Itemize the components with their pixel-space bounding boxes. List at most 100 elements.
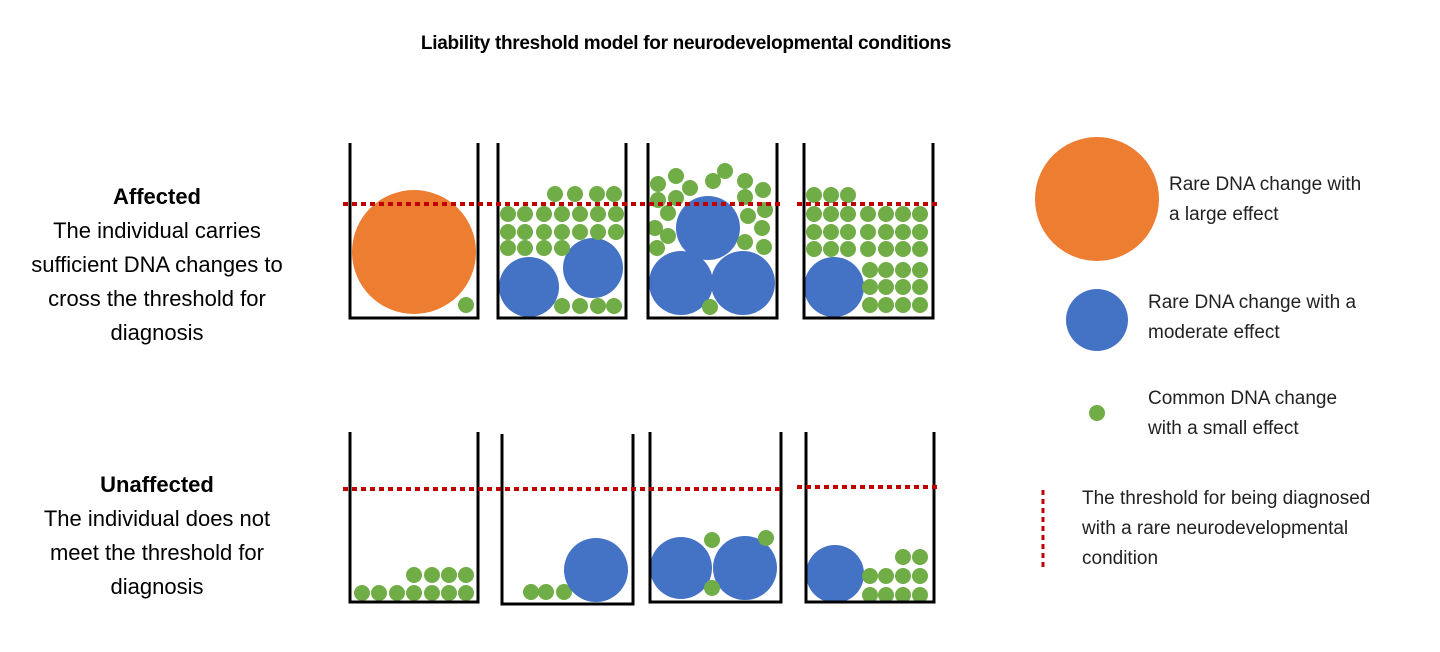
moderate-effect-circle: [564, 538, 628, 602]
small-effect-dot: [590, 206, 606, 222]
small-effect-dot: [567, 186, 583, 202]
moderate-effect-circle: [676, 196, 740, 260]
legend-moderate-effect-icon: [1066, 289, 1128, 351]
small-effect-dot: [536, 224, 552, 240]
container: [804, 432, 936, 604]
small-effect-dot: [523, 584, 539, 600]
moderate-effect-circle: [499, 257, 559, 317]
small-effect-dot: [371, 585, 387, 601]
diagram-title: Liability threshold model for neurodevel…: [420, 33, 952, 54]
small-effect-dot: [424, 585, 440, 601]
small-effect-dot: [878, 262, 894, 278]
small-effect-dot: [572, 224, 588, 240]
small-effect-dot: [705, 173, 721, 189]
small-effect-dot: [536, 240, 552, 256]
moderate-effect-circle: [804, 257, 864, 317]
affected-line: The individual carries: [53, 218, 261, 243]
unaffected-label: Unaffected The individual does not meet …: [0, 468, 314, 604]
small-effect-dot: [458, 567, 474, 583]
small-effect-dot: [862, 568, 878, 584]
affected-line: cross the threshold for: [48, 286, 266, 311]
small-effect-dot: [554, 224, 570, 240]
affected-heading: Affected: [112, 184, 201, 209]
moderate-effect-circle: [711, 251, 775, 315]
small-effect-dot: [895, 206, 911, 222]
small-effect-dot: [682, 180, 698, 196]
small-effect-dot: [862, 279, 878, 295]
small-effect-dot: [878, 206, 894, 222]
small-effect-dot: [840, 206, 856, 222]
legend-large-effect-icon: [1035, 137, 1159, 261]
small-effect-dot: [878, 224, 894, 240]
small-effect-dot: [702, 299, 718, 315]
small-effect-dot: [823, 224, 839, 240]
small-effect-dot: [556, 584, 572, 600]
small-effect-dot: [912, 279, 928, 295]
small-effect-dot: [554, 298, 570, 314]
small-effect-dot: [458, 297, 474, 313]
moderate-effect-circle: [713, 536, 777, 600]
container: [348, 143, 480, 320]
legend-line: The threshold for being diagnosed: [1082, 488, 1371, 509]
small-effect-dot: [441, 567, 457, 583]
small-effect-dot: [895, 587, 911, 603]
small-effect-dot: [840, 241, 856, 257]
small-effect-dot: [878, 587, 894, 603]
small-effect-dot: [878, 279, 894, 295]
container: [648, 432, 783, 604]
small-effect-dot: [823, 206, 839, 222]
small-effect-dot: [862, 587, 878, 603]
small-effect-dot: [354, 585, 370, 601]
small-effect-dot: [441, 585, 457, 601]
small-effect-dot: [862, 262, 878, 278]
affected-line: diagnosis: [110, 320, 204, 345]
small-effect-dot: [649, 240, 665, 256]
affected-label: Affected The individual carries sufficie…: [0, 180, 314, 350]
small-effect-dot: [840, 187, 856, 203]
small-effect-dot: [517, 224, 533, 240]
small-effect-dot: [608, 224, 624, 240]
legend-small-effect-text: Common DNA change with a small effect: [1148, 384, 1337, 444]
small-effect-dot: [878, 241, 894, 257]
small-effect-dot: [500, 206, 516, 222]
small-effect-dot: [737, 234, 753, 250]
small-effect-dot: [606, 186, 622, 202]
small-effect-dot: [912, 206, 928, 222]
small-effect-dot: [406, 585, 422, 601]
small-effect-dot: [806, 206, 822, 222]
moderate-effect-circle: [649, 251, 713, 315]
large-effect-circle: [352, 190, 476, 314]
legend-line: Common DNA change: [1148, 388, 1338, 409]
small-effect-dot: [554, 240, 570, 256]
moderate-effect-circle: [806, 545, 864, 603]
small-effect-dot: [895, 279, 911, 295]
small-effect-dot: [912, 568, 928, 584]
container: [646, 143, 779, 320]
small-effect-dot: [704, 580, 720, 596]
legend-line: a large effect: [1169, 204, 1279, 225]
small-effect-dot: [547, 186, 563, 202]
small-effect-dot: [756, 239, 772, 255]
small-effect-dot: [572, 206, 588, 222]
unaffected-line: diagnosis: [110, 574, 204, 599]
container: [496, 143, 628, 320]
legend-moderate-effect-text: Rare DNA change with a moderate effect: [1148, 288, 1356, 348]
small-effect-dot: [912, 262, 928, 278]
small-effect-dot: [754, 220, 770, 236]
small-effect-dot: [589, 186, 605, 202]
small-effect-dot: [823, 187, 839, 203]
small-effect-dot: [389, 585, 405, 601]
small-effect-dot: [758, 530, 774, 546]
small-effect-dot: [572, 298, 588, 314]
small-effect-dot: [912, 224, 928, 240]
small-effect-dot: [536, 206, 552, 222]
small-effect-dot: [737, 173, 753, 189]
unaffected-heading: Unaffected: [100, 472, 214, 497]
small-effect-dot: [895, 549, 911, 565]
small-effect-dot: [895, 224, 911, 240]
small-effect-dot: [860, 241, 876, 257]
small-effect-dot: [668, 168, 684, 184]
small-effect-dot: [500, 240, 516, 256]
small-effect-dot: [840, 224, 856, 240]
